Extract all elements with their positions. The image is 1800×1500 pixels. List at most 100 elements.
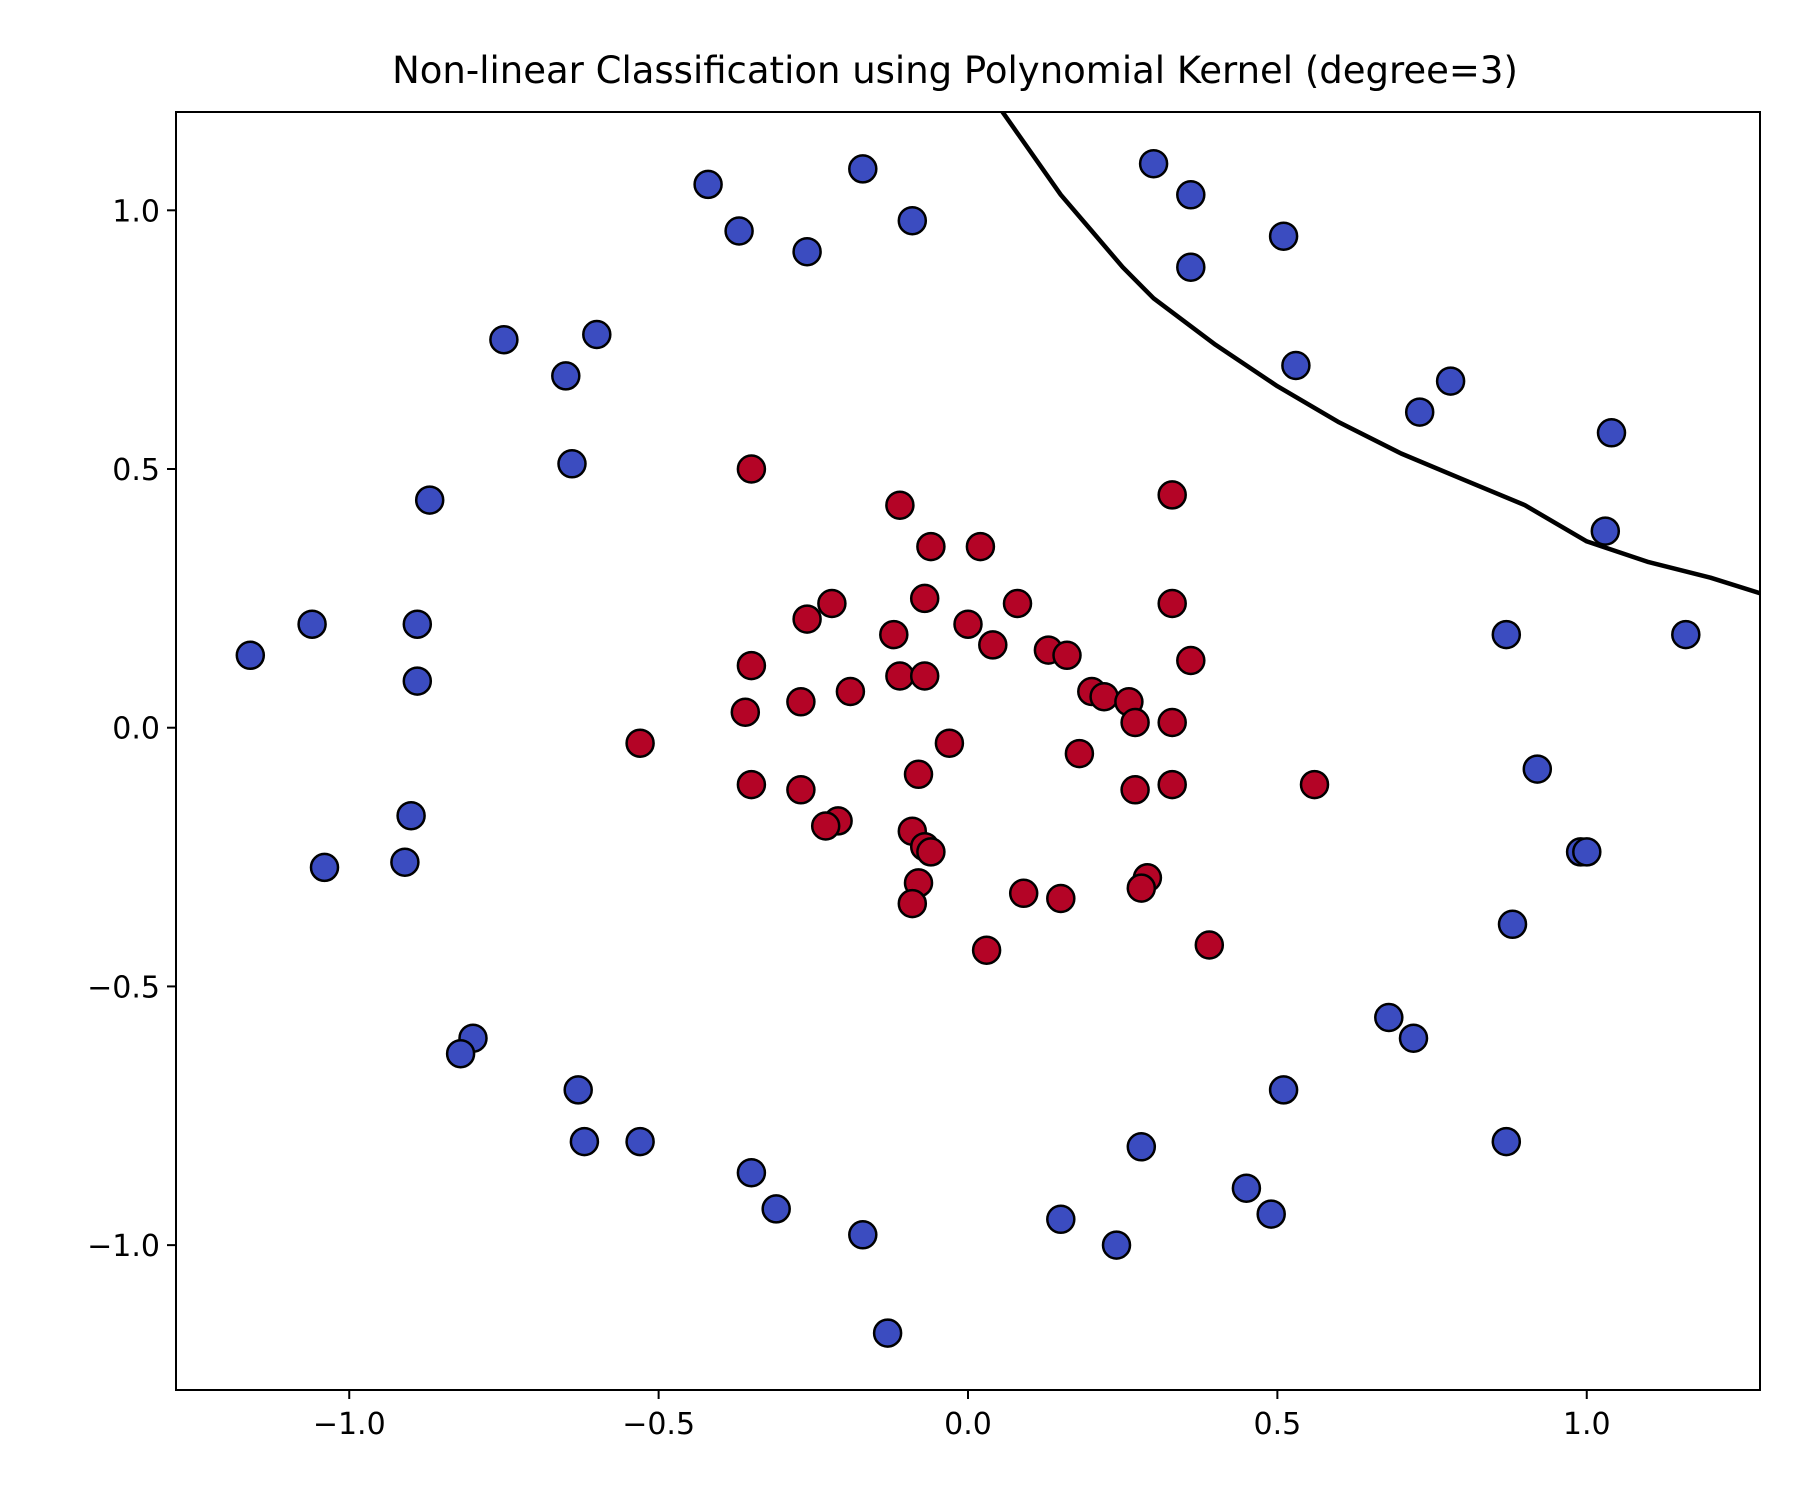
data-point-outer-44 (569, 1126, 600, 1157)
data-point-inner-6 (909, 583, 940, 614)
data-point-outer-36 (1256, 1199, 1286, 1229)
data-point-inner-3 (916, 531, 946, 562)
data-point-outer-2 (297, 609, 327, 639)
data-point-outer-9 (582, 319, 612, 350)
data-point-outer-14 (897, 205, 928, 236)
data-point-outer-4 (402, 666, 433, 696)
data-point-outer-5 (414, 485, 445, 515)
x-tick-label: −0.5 (622, 1407, 695, 1442)
data-point-outer-20 (1404, 397, 1435, 427)
data-point-inner-26 (1120, 707, 1150, 738)
data-point-inner-27 (1157, 707, 1187, 738)
x-tick-label: 1.0 (1563, 1407, 1611, 1442)
data-point-inner-5 (1157, 480, 1187, 510)
plot-frame (175, 111, 1761, 1391)
data-point-inner-22 (1089, 681, 1119, 712)
data-point-outer-22 (1596, 418, 1627, 448)
data-point-inner-13 (978, 630, 1008, 660)
data-point-outer-32 (1268, 1075, 1299, 1105)
data-point-outer-11 (724, 216, 754, 246)
data-point-outer-28 (1572, 837, 1602, 867)
data-point-outer-12 (792, 236, 822, 267)
data-point-outer-8 (557, 449, 587, 479)
data-point-inner-16 (1176, 645, 1206, 676)
data-point-inner-45 (1008, 878, 1039, 909)
data-point-outer-3 (402, 609, 433, 639)
data-point-inner-24 (786, 687, 816, 717)
data-point-inner-2 (885, 490, 915, 520)
data-point-outer-13 (848, 154, 878, 184)
data-point-outer-47 (445, 1038, 476, 1069)
data-point-inner-12 (953, 609, 983, 639)
data-point-inner-46 (1046, 883, 1076, 914)
chart-title: Non-linear Classification using Polynomi… (392, 49, 1518, 92)
data-point-outer-17 (1176, 252, 1206, 282)
data-point-outer-29 (1497, 909, 1528, 940)
data-point-inner-17 (736, 650, 767, 681)
data-point-inner-8 (1157, 588, 1187, 619)
data-point-inner-38 (810, 811, 841, 841)
data-point-outer-34 (1126, 1132, 1157, 1162)
data-point-inner-44 (1126, 873, 1157, 903)
data-point-outer-43 (625, 1126, 655, 1157)
data-point-inner-30 (1064, 738, 1095, 769)
data-point-outer-7 (551, 361, 581, 391)
data-point-outer-33 (1491, 1126, 1522, 1157)
x-tick-label: −1.0 (313, 1407, 386, 1442)
data-point-inner-41 (916, 837, 946, 867)
data-point-inner-15 (1052, 640, 1082, 671)
y-tick-label: −0.5 (87, 970, 160, 1005)
y-tick-label: 0.0 (112, 712, 160, 747)
data-point-outer-10 (693, 169, 723, 200)
data-point-outer-37 (1046, 1204, 1076, 1235)
plot-content (235, 112, 1760, 1348)
data-point-outer-40 (872, 1318, 903, 1348)
data-point-inner-47 (897, 888, 928, 919)
data-point-inner-28 (625, 728, 655, 758)
axes: −1.0 −0.5 0.0 0.5 1.0 1.0 0.5 0.0 −0.5 −1.0 (87, 194, 1610, 1442)
data-point-outer-49 (390, 847, 420, 877)
data-point-inner-35 (736, 769, 767, 800)
data-point-outer-21 (1435, 366, 1466, 396)
data-point-inner-32 (1299, 769, 1330, 800)
data-point-inner-4 (965, 531, 996, 562)
data-point-outer-19 (1281, 350, 1311, 381)
data-point-inner-25 (730, 697, 761, 727)
data-point-outer-45 (563, 1075, 593, 1105)
data-point-outer-25 (1671, 619, 1701, 650)
data-point-outer-35 (1231, 1173, 1262, 1203)
data-point-outer-30 (1374, 1002, 1404, 1033)
data-point-inner-11 (879, 619, 909, 650)
data-point-outer-50 (396, 800, 426, 831)
data-point-outer-16 (1176, 180, 1206, 210)
y-tick-label: −1.0 (87, 1229, 160, 1264)
data-point-inner-1 (736, 454, 767, 484)
data-point-outer-31 (1398, 1023, 1429, 1053)
decision-boundary-line (999, 112, 1760, 596)
data-point-outer-24 (1491, 619, 1522, 650)
data-point-outer-48 (309, 852, 340, 883)
data-point-inner-7 (1002, 588, 1033, 619)
data-point-outer-18 (1268, 221, 1299, 251)
data-point-outer-26 (1522, 754, 1553, 784)
data-point-inner-9 (817, 588, 847, 619)
data-point-inner-33 (1157, 769, 1187, 800)
data-point-inner-19 (909, 661, 940, 691)
data-point-inner-49 (1194, 930, 1225, 960)
y-tick-label: 1.0 (112, 194, 160, 229)
data-point-outer-42 (736, 1157, 767, 1188)
y-tick-label: 0.5 (112, 453, 160, 488)
data-point-outer-38 (1101, 1230, 1132, 1260)
data-point-outer-39 (848, 1220, 878, 1250)
data-point-inner-18 (885, 661, 915, 691)
data-point-outer-23 (1590, 516, 1621, 546)
data-point-outer-6 (489, 324, 519, 355)
x-tick-label: 0.0 (944, 1407, 992, 1442)
data-point-outer-1 (235, 640, 266, 671)
plot-area (176, 112, 1760, 1390)
data-point-inner-36 (786, 775, 816, 805)
data-point-inner-20 (835, 676, 866, 707)
data-point-inner-48 (971, 935, 1002, 965)
data-point-inner-10 (792, 604, 822, 634)
